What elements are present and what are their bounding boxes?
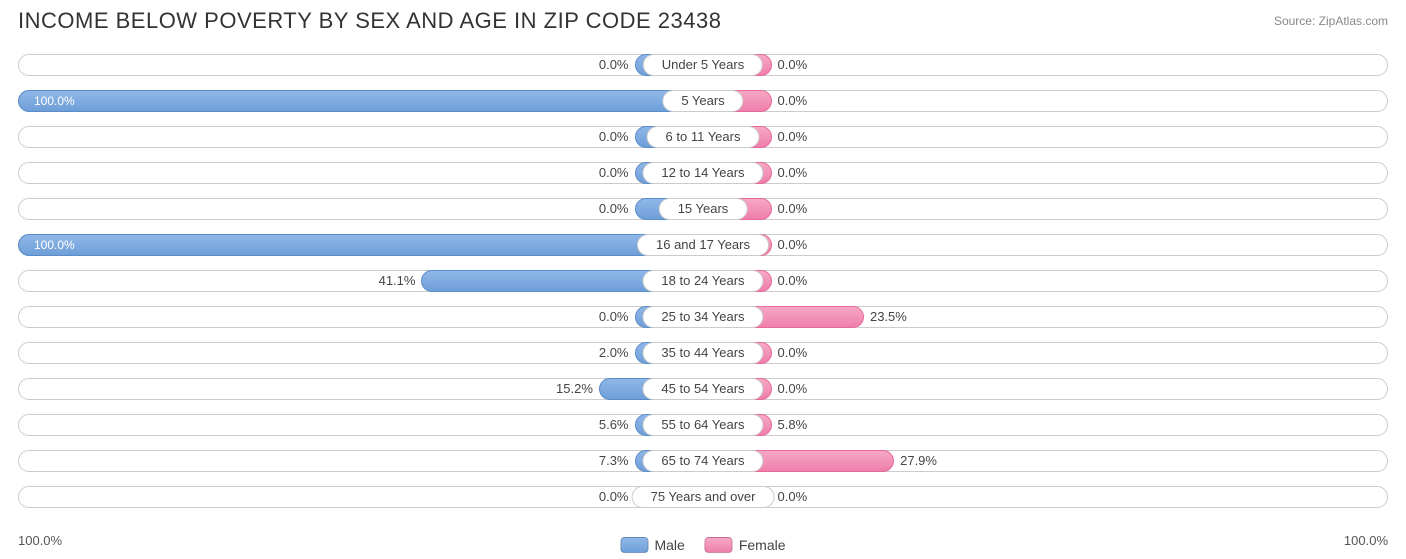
category-label: 12 to 14 Years: [642, 162, 763, 184]
female-value-label: 5.8%: [778, 414, 808, 436]
male-value-label: 100.0%: [26, 234, 83, 256]
male-value-label: 0.0%: [599, 486, 629, 508]
female-value-label: 0.0%: [778, 234, 808, 256]
male-value-label: 0.0%: [599, 306, 629, 328]
chart-row: 16 and 17 Years 100.0% 0.0%: [18, 228, 1388, 262]
diverging-bar-chart: Under 5 Years0.0%0.0%5 Years100.0%0.0%6 …: [18, 48, 1388, 511]
male-value-label: 7.3%: [599, 450, 629, 472]
male-value-label: 0.0%: [599, 162, 629, 184]
axis-right-label: 100.0%: [1344, 533, 1388, 548]
female-value-label: 0.0%: [778, 126, 808, 148]
legend-female-label: Female: [739, 537, 786, 553]
male-value-label: 0.0%: [599, 54, 629, 76]
male-value-label: 2.0%: [599, 342, 629, 364]
female-value-label: 0.0%: [778, 270, 808, 292]
female-value-label: 0.0%: [778, 162, 808, 184]
source-attribution: Source: ZipAtlas.com: [1274, 14, 1388, 28]
female-value-label: 23.5%: [870, 306, 907, 328]
female-value-label: 0.0%: [778, 198, 808, 220]
category-label: 25 to 34 Years: [642, 306, 763, 328]
male-value-label: 100.0%: [26, 90, 83, 112]
category-label: 55 to 64 Years: [642, 414, 763, 436]
male-bar: [18, 90, 703, 112]
category-label: 45 to 54 Years: [642, 378, 763, 400]
male-value-label: 15.2%: [556, 378, 593, 400]
axis-left-label: 100.0%: [18, 533, 62, 548]
legend-male-label: Male: [654, 537, 684, 553]
female-value-label: 0.0%: [778, 342, 808, 364]
male-value-label: 0.0%: [599, 126, 629, 148]
female-value-label: 27.9%: [900, 450, 937, 472]
male-value-label: 5.6%: [599, 414, 629, 436]
male-value-label: 0.0%: [599, 198, 629, 220]
chart-row: 35 to 44 Years 2.0% 0.0%: [18, 336, 1388, 370]
male-bar: [18, 234, 703, 256]
chart-title: INCOME BELOW POVERTY BY SEX AND AGE IN Z…: [18, 8, 721, 34]
female-value-label: 0.0%: [778, 486, 808, 508]
chart-row: 5 Years 100.0% 0.0%: [18, 84, 1388, 118]
male-swatch-icon: [620, 537, 648, 553]
category-label: 5 Years: [662, 90, 743, 112]
female-value-label: 0.0%: [778, 90, 808, 112]
female-value-label: 0.0%: [778, 378, 808, 400]
chart-row: 15 Years 0.0% 0.0%: [18, 192, 1388, 226]
category-label: 6 to 11 Years: [647, 126, 760, 148]
category-label: 18 to 24 Years: [642, 270, 763, 292]
chart-row: 55 to 64 Years 5.6% 5.8%: [18, 408, 1388, 442]
chart-row: Under 5 Years 0.0% 0.0%: [18, 48, 1388, 82]
chart-row: 18 to 24 Years 41.1% 0.0%: [18, 264, 1388, 298]
legend-item-female: Female: [705, 537, 786, 553]
chart-row: 25 to 34 Years 0.0% 23.5%: [18, 300, 1388, 334]
chart-row: 12 to 14 Years 0.0% 0.0%: [18, 156, 1388, 190]
category-label: 16 and 17 Years: [637, 234, 769, 256]
chart-row: 6 to 11 Years 0.0% 0.0%: [18, 120, 1388, 154]
legend: Male Female: [620, 537, 785, 553]
male-value-label: 41.1%: [379, 270, 416, 292]
chart-row: 65 to 74 Years 7.3% 27.9%: [18, 444, 1388, 478]
female-value-label: 0.0%: [778, 54, 808, 76]
female-swatch-icon: [705, 537, 733, 553]
category-label: 75 Years and over: [632, 486, 775, 508]
category-label: 35 to 44 Years: [642, 342, 763, 364]
category-label: 65 to 74 Years: [642, 450, 763, 472]
legend-item-male: Male: [620, 537, 684, 553]
chart-row: 45 to 54 Years 15.2% 0.0%: [18, 372, 1388, 406]
chart-row: 75 Years and over0.0% 0.0%: [18, 480, 1388, 514]
category-label: Under 5 Years: [643, 54, 763, 76]
category-label: 15 Years: [659, 198, 748, 220]
